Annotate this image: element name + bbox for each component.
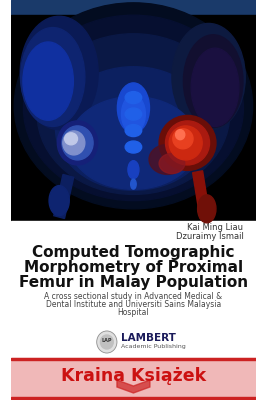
Ellipse shape [37,34,230,194]
Ellipse shape [120,145,147,165]
Ellipse shape [173,129,193,149]
Ellipse shape [191,48,239,126]
Ellipse shape [166,121,210,165]
Text: LAP: LAP [101,338,112,344]
Ellipse shape [159,116,216,170]
Ellipse shape [149,144,186,174]
Bar [11,15,256,221]
Text: Academic Publishing: Academic Publishing [121,344,185,349]
Ellipse shape [62,126,93,160]
Ellipse shape [23,42,73,120]
Text: Femur in Malay Population: Femur in Malay Population [19,275,248,290]
Ellipse shape [198,195,216,223]
Text: Computed Tomographic: Computed Tomographic [32,245,235,260]
Text: A cross sectional study in Advanced Medical &: A cross sectional study in Advanced Medi… [44,292,222,301]
Polygon shape [117,380,150,393]
FancyArrow shape [54,174,74,218]
Ellipse shape [56,67,211,190]
FancyArrow shape [193,171,210,218]
Bar [11,221,256,400]
Ellipse shape [125,92,142,104]
Ellipse shape [69,96,198,189]
Ellipse shape [14,3,253,209]
Ellipse shape [57,121,98,165]
Text: Kraina Książek: Kraina Książek [61,367,206,385]
Ellipse shape [20,16,98,130]
Ellipse shape [21,28,85,126]
Text: Morphometry of Proximal: Morphometry of Proximal [24,260,243,275]
Ellipse shape [125,124,142,136]
Ellipse shape [183,35,243,128]
Text: Hospital: Hospital [118,308,149,317]
Circle shape [97,331,117,353]
Ellipse shape [117,83,150,133]
Ellipse shape [176,130,185,140]
Bar [11,358,256,360]
Ellipse shape [65,133,77,145]
Ellipse shape [169,126,202,160]
Ellipse shape [128,161,139,179]
Ellipse shape [125,108,142,120]
Text: Dzuraimy Ismail: Dzuraimy Ismail [176,232,244,241]
Bar [11,397,256,398]
Ellipse shape [159,154,185,174]
Ellipse shape [172,24,245,130]
Ellipse shape [131,179,136,189]
Bar [11,0,256,15]
Ellipse shape [125,141,142,153]
Circle shape [100,335,113,349]
Text: Kai Ming Liau: Kai Ming Liau [187,223,244,232]
Text: Dental Institute and Universiti Sains Malaysia: Dental Institute and Universiti Sains Ma… [46,300,221,309]
Ellipse shape [49,186,69,216]
Ellipse shape [23,15,244,200]
Text: LAMBERT: LAMBERT [121,333,175,343]
Ellipse shape [121,95,145,133]
Bar [11,358,256,400]
Ellipse shape [63,131,85,155]
